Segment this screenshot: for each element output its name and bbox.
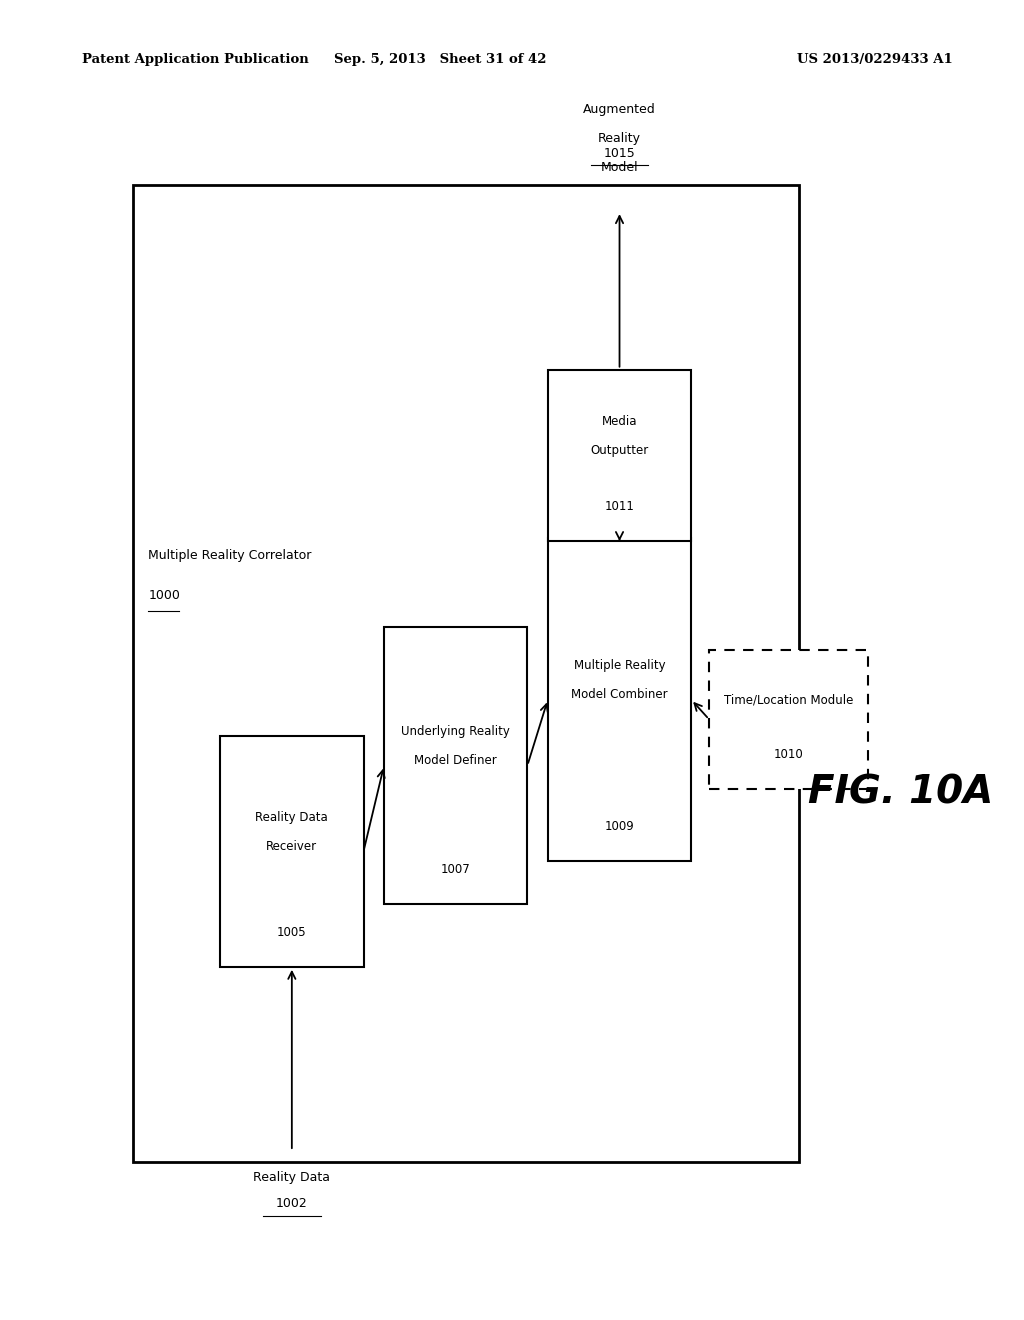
Text: 1007: 1007: [440, 863, 471, 876]
Text: 1002: 1002: [275, 1197, 308, 1210]
Text: Patent Application Publication: Patent Application Publication: [82, 53, 308, 66]
Text: Model: Model: [601, 161, 638, 174]
Text: Reality Data: Reality Data: [253, 1171, 331, 1184]
Text: Multiple Reality Correlator: Multiple Reality Correlator: [148, 549, 312, 562]
Text: 1009: 1009: [604, 821, 635, 833]
Text: Sep. 5, 2013   Sheet 31 of 42: Sep. 5, 2013 Sheet 31 of 42: [334, 53, 547, 66]
Text: Multiple Reality: Multiple Reality: [573, 659, 666, 672]
Text: US 2013/0229433 A1: US 2013/0229433 A1: [797, 53, 952, 66]
Bar: [133, 185, 799, 1162]
Text: Augmented: Augmented: [583, 103, 656, 116]
Bar: [548, 370, 691, 541]
Text: Reality: Reality: [598, 132, 641, 145]
Text: Time/Location Module: Time/Location Module: [724, 693, 853, 706]
Text: 1005: 1005: [278, 927, 306, 939]
Bar: [220, 737, 364, 966]
Text: Receiver: Receiver: [266, 840, 317, 853]
Bar: [709, 649, 868, 788]
Text: Outputter: Outputter: [591, 444, 648, 457]
Text: Media: Media: [602, 414, 637, 428]
Text: 1015: 1015: [603, 147, 636, 160]
Text: Model Combiner: Model Combiner: [571, 688, 668, 701]
Text: Underlying Reality: Underlying Reality: [401, 725, 510, 738]
Bar: [548, 537, 691, 862]
Text: 1000: 1000: [148, 589, 180, 602]
Text: Reality Data: Reality Data: [255, 810, 329, 824]
Text: 1011: 1011: [604, 500, 635, 513]
Bar: [384, 627, 527, 904]
Text: FIG. 10A: FIG. 10A: [809, 774, 993, 810]
Text: Model Definer: Model Definer: [415, 754, 497, 767]
Text: 1010: 1010: [773, 748, 804, 760]
